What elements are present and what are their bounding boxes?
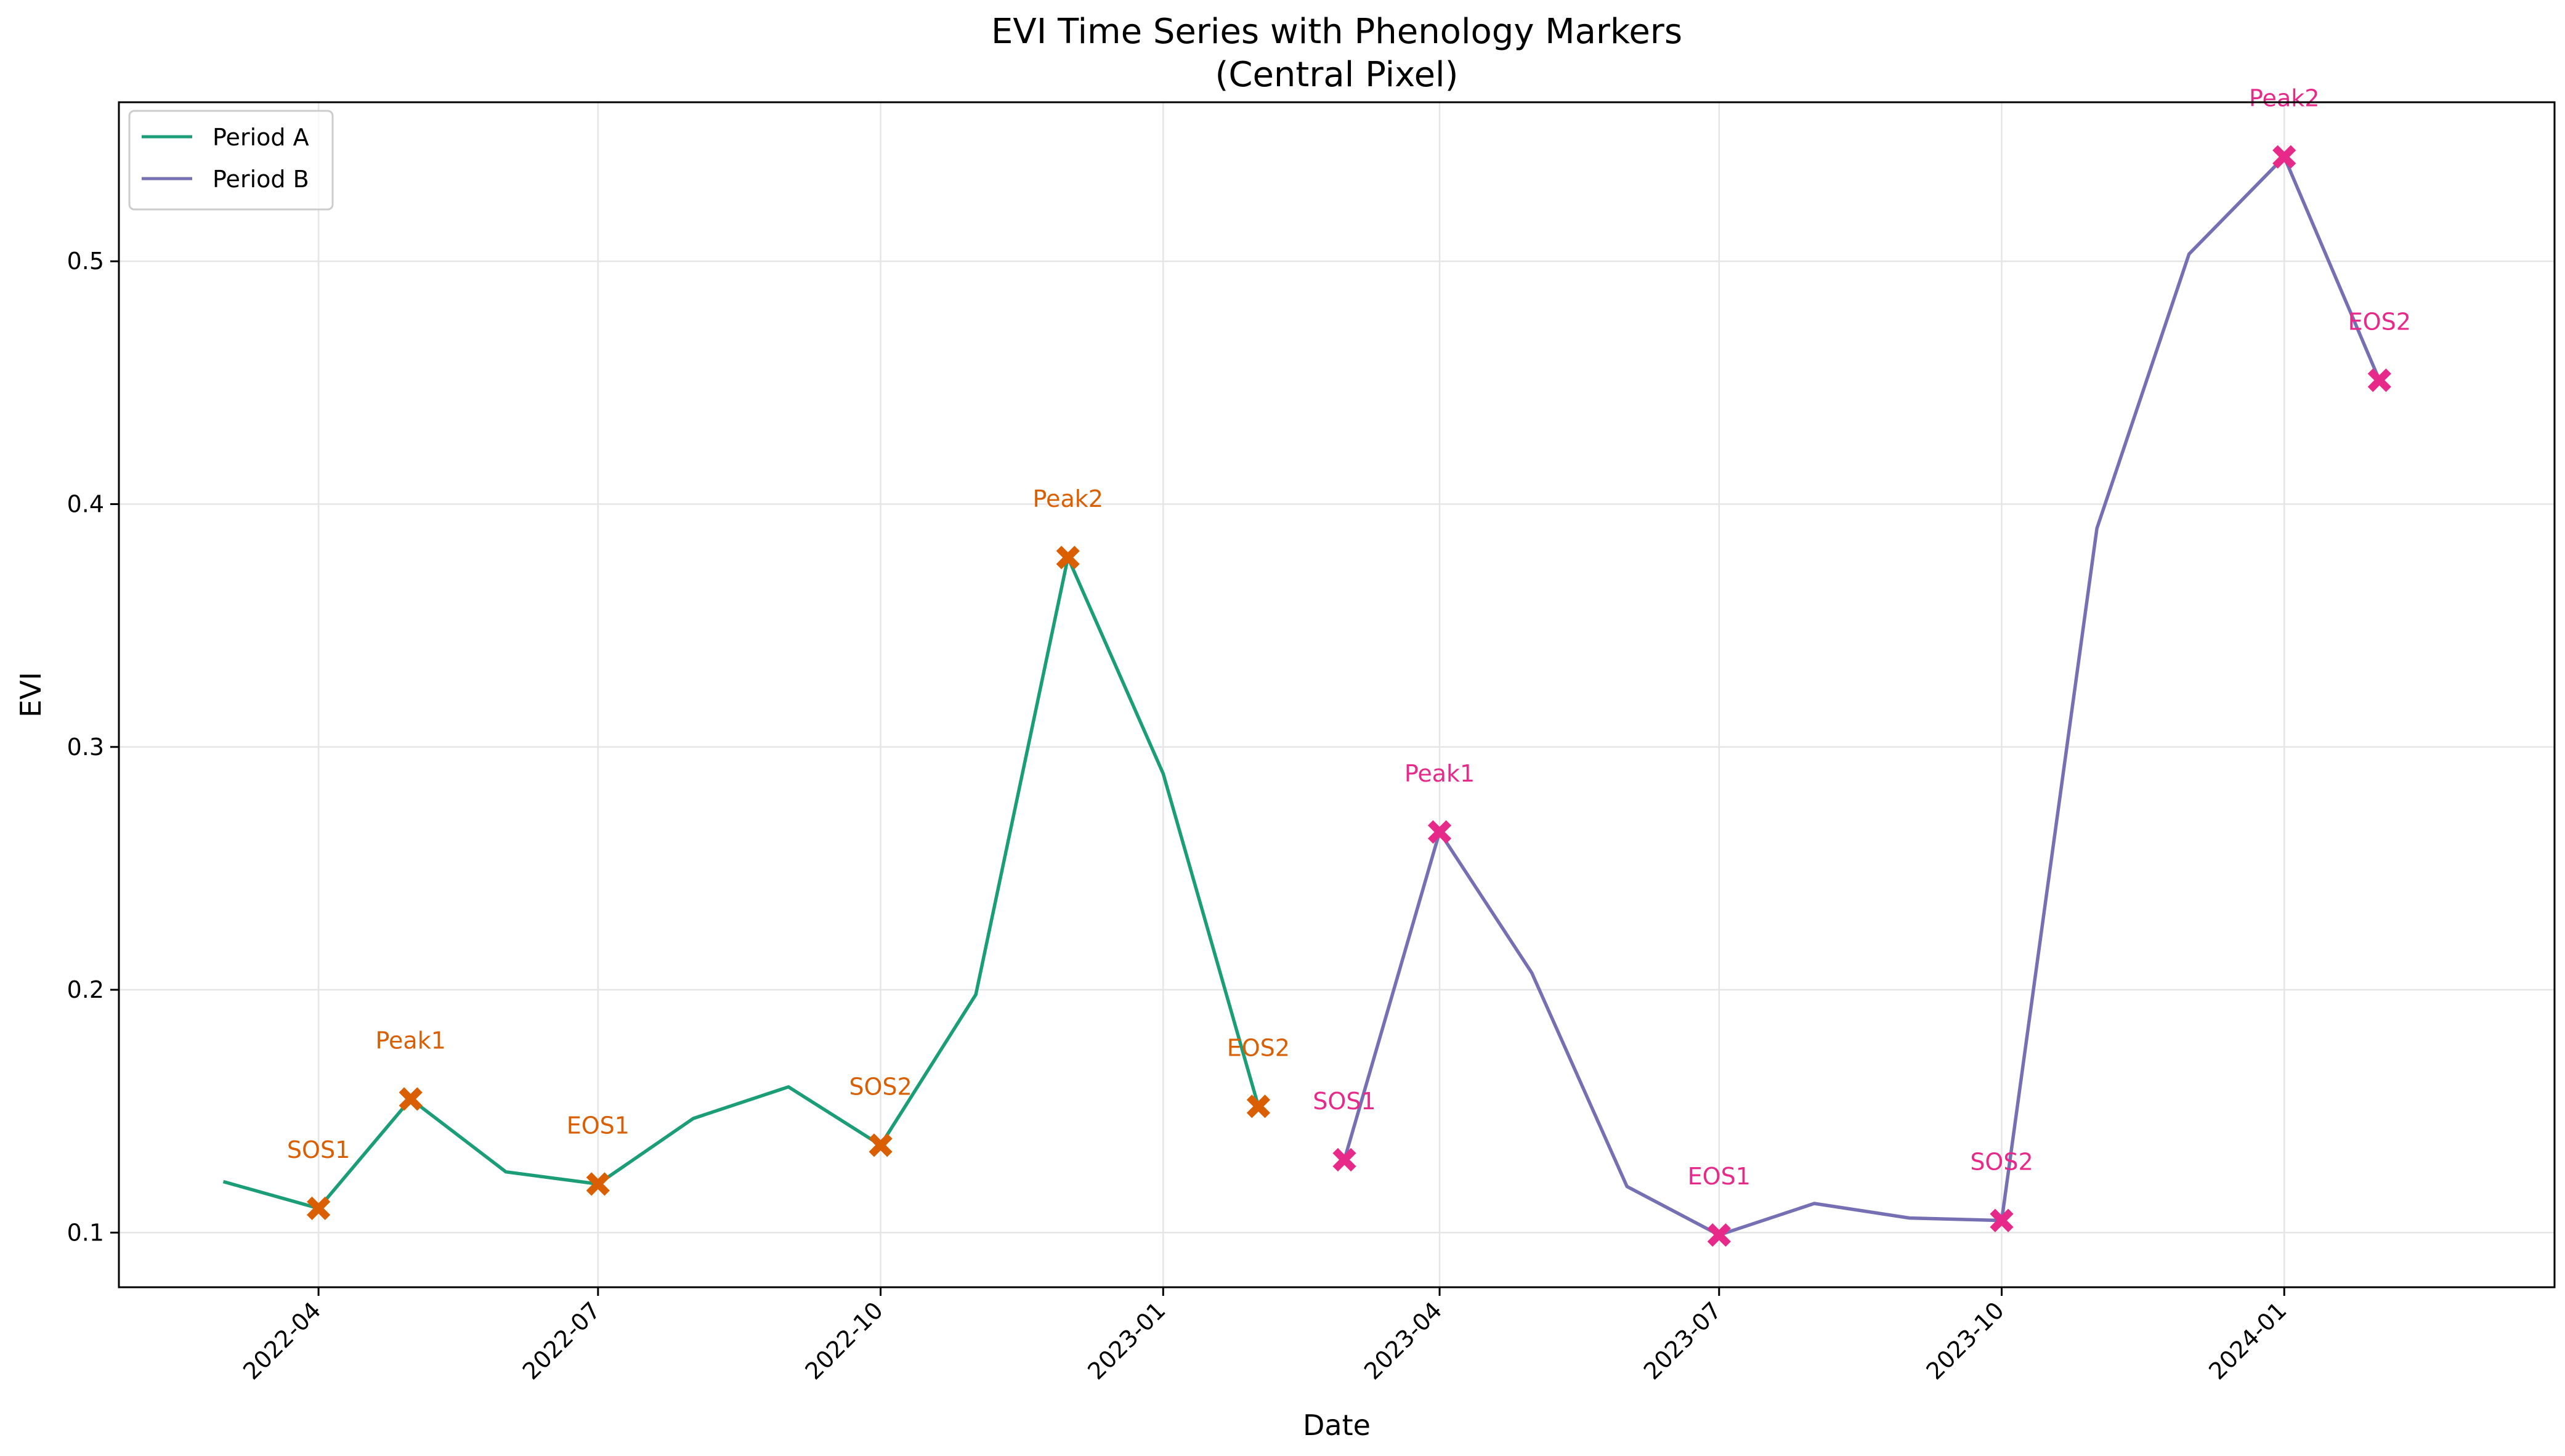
- marker-bar: [2367, 368, 2391, 392]
- marker-label: Peak2: [2249, 85, 2319, 112]
- marker-label: Peak1: [375, 1027, 445, 1054]
- phenology-marker: [399, 1087, 423, 1111]
- phenology-marker: [1427, 820, 1452, 844]
- marker-bar: [1990, 1208, 2014, 1232]
- series-line-period-b: [1342, 155, 2381, 1237]
- legend-label-period-b: Period B: [213, 166, 309, 193]
- phenology-marker: [1990, 1208, 2014, 1232]
- phenology-marker: [1332, 1147, 1356, 1172]
- x-axis-label: Date: [1303, 1409, 1371, 1442]
- marker-label: EOS1: [567, 1112, 630, 1139]
- phenology-marker: [307, 1196, 331, 1220]
- phenology-marker: [2272, 145, 2296, 169]
- phenology-markers: SOS1 Peak1 EOS1 SOS2 Peak2 EOS2 SOS1 Peak1 EOS1 S…: [287, 85, 2411, 1247]
- y-tick-label: 0.1: [67, 1219, 104, 1246]
- grid: [119, 102, 2555, 1287]
- y-axis-label: EVI: [14, 672, 47, 718]
- y-tick-label: 0.5: [67, 248, 104, 275]
- phenology-marker: [1246, 1094, 1270, 1118]
- chart-subtitle: (Central Pixel): [1215, 55, 1459, 95]
- phenology-marker: [1707, 1223, 1731, 1247]
- marker-label: SOS1: [1313, 1088, 1376, 1115]
- marker-label: EOS2: [2348, 308, 2411, 335]
- y-tick-label: 0.2: [67, 976, 104, 1003]
- plot-frame: [118, 101, 2556, 1288]
- chart-title: EVI Time Series with Phenology Markers: [991, 12, 1682, 52]
- series-lines: [222, 155, 2381, 1237]
- marker-bar: [1056, 546, 1080, 570]
- marker-bar: [307, 1196, 331, 1220]
- phenology-marker: [1056, 546, 1080, 570]
- marker-label: SOS1: [287, 1136, 350, 1163]
- y-tick-label: 0.4: [67, 491, 104, 518]
- marker-label: SOS2: [1970, 1149, 2033, 1176]
- marker-label: Peak2: [1033, 485, 1103, 512]
- marker-label: SOS2: [849, 1073, 912, 1100]
- phenology-marker: [2367, 368, 2391, 392]
- marker-bar: [2272, 145, 2296, 169]
- phenology-marker: [586, 1172, 610, 1196]
- marker-bar: [1427, 820, 1452, 844]
- marker-bar: [1707, 1223, 1731, 1247]
- series-line-period-a: [222, 556, 1260, 1210]
- legend-label-period-a: Period A: [213, 124, 309, 151]
- marker-bar: [1246, 1094, 1270, 1118]
- marker-bar: [1332, 1147, 1356, 1172]
- marker-bar: [586, 1172, 610, 1196]
- phenology-marker: [869, 1133, 893, 1157]
- marker-bar: [869, 1133, 893, 1157]
- marker-bar: [399, 1087, 423, 1111]
- marker-label: EOS2: [1227, 1034, 1290, 1061]
- marker-label: Peak1: [1404, 760, 1475, 787]
- y-tick-label: 0.3: [67, 734, 104, 761]
- legend: Period A Period B: [128, 110, 334, 211]
- marker-label: EOS1: [1688, 1163, 1751, 1190]
